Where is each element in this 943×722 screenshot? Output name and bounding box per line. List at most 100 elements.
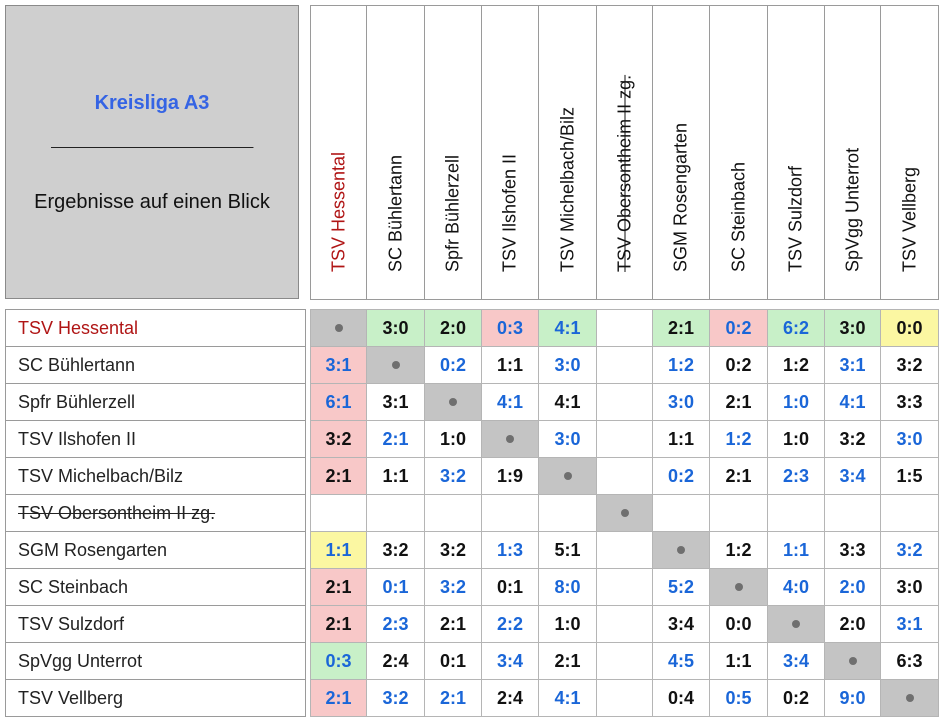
column-header: TSV Ilshofen II	[481, 5, 539, 300]
league-title: Kreisliga A3	[94, 92, 210, 114]
result-cell: 0:0	[880, 309, 939, 347]
result-cell	[596, 642, 653, 680]
column-header: TSV Hessental	[310, 5, 367, 300]
result-cell: 4:1	[481, 383, 539, 421]
column-team-name: TSV Sulzdorf	[785, 165, 806, 272]
row-team-name: TSV Hessental	[5, 309, 306, 347]
row-team-name: SC Bühlertann	[5, 346, 306, 384]
result-cell: 1:2	[767, 346, 825, 384]
result-cell: 3:3	[880, 383, 939, 421]
diagonal-cell	[824, 642, 881, 680]
dot-icon	[334, 324, 343, 332]
dot-icon	[391, 361, 400, 369]
result-cell: 5:1	[538, 531, 597, 569]
result-cell: 0:5	[709, 679, 768, 717]
dot-icon	[734, 583, 743, 591]
result-cell: 1:5	[880, 457, 939, 495]
result-cell: 2:1	[310, 568, 367, 606]
result-cell: 3:0	[880, 420, 939, 458]
dot-icon	[848, 657, 857, 665]
diagonal-cell	[596, 494, 653, 532]
row-team-name: Spfr Bühlerzell	[5, 383, 306, 421]
result-cell: 1:2	[652, 346, 710, 384]
result-cell: 2:4	[481, 679, 539, 717]
column-team-name: TSV Vellberg	[899, 166, 919, 272]
column-header: TSV Sulzdorf	[767, 5, 825, 300]
result-cell: 2:1	[366, 420, 425, 458]
result-cell: 0:2	[652, 457, 710, 495]
result-cell: 3:2	[880, 531, 939, 569]
column-header: TSV Michelbach/Bilz	[538, 5, 597, 300]
result-cell: 1:9	[481, 457, 539, 495]
result-cell: 2:1	[652, 309, 710, 347]
result-cell: 2:1	[424, 679, 482, 717]
row-team-name: TSV Sulzdorf	[5, 605, 306, 643]
column-header: SC Bühlertann	[366, 5, 425, 300]
result-cell: 6:2	[767, 309, 825, 347]
result-cell	[652, 494, 710, 532]
result-cell: 3:2	[366, 531, 425, 569]
result-cell	[596, 346, 653, 384]
dot-icon	[506, 435, 514, 443]
result-cell	[709, 494, 768, 532]
row-team-name: SC Steinbach	[5, 568, 306, 606]
result-cell: 4:1	[538, 383, 597, 421]
diagonal-cell	[310, 309, 367, 347]
result-cell: 1:0	[424, 420, 482, 458]
result-cell	[366, 494, 425, 532]
result-cell	[824, 494, 881, 532]
result-cell: 2:1	[709, 383, 768, 421]
result-cell: 0:4	[652, 679, 710, 717]
result-cell	[596, 309, 653, 347]
diagonal-cell	[424, 383, 482, 421]
result-cell: 2:3	[366, 605, 425, 643]
column-team-name: SC Steinbach	[728, 161, 748, 272]
result-cell: 3:0	[366, 309, 425, 347]
result-cell: 0:2	[709, 309, 768, 347]
result-cell: 0:2	[709, 346, 768, 384]
dot-icon	[620, 509, 629, 517]
result-cell: 3:0	[652, 383, 710, 421]
result-cell: 1:1	[767, 531, 825, 569]
result-cell: 0:3	[481, 309, 539, 347]
result-cell	[538, 494, 597, 532]
result-cell: 4:1	[538, 679, 597, 717]
result-cell: 2:1	[538, 642, 597, 680]
result-cell: 2:0	[824, 568, 881, 606]
row-team-name: TSV Michelbach/Bilz	[5, 457, 306, 495]
result-cell: 1:1	[709, 642, 768, 680]
result-cell	[596, 420, 653, 458]
result-cell: 6:1	[310, 383, 367, 421]
row-team-name: SpVgg Unterrot	[5, 642, 306, 680]
result-cell: 1:1	[481, 346, 539, 384]
result-cell: 4:1	[538, 309, 597, 347]
title-divider: ________________________	[51, 132, 253, 149]
result-cell: 4:1	[824, 383, 881, 421]
result-cell	[481, 494, 539, 532]
result-cell: 1:1	[652, 420, 710, 458]
result-cell: 0:0	[709, 605, 768, 643]
diagonal-cell	[709, 568, 768, 606]
result-cell: 2:2	[481, 605, 539, 643]
dot-icon	[905, 694, 914, 702]
result-cell	[310, 494, 367, 532]
row-team-name: TSV Vellberg	[5, 679, 306, 717]
result-cell: 2:1	[310, 679, 367, 717]
column-header: SGM Rosengarten	[652, 5, 710, 300]
result-cell: 1:0	[767, 420, 825, 458]
dot-icon	[563, 472, 572, 480]
column-header: SpVgg Unterrot	[824, 5, 881, 300]
result-cell: 2:3	[767, 457, 825, 495]
result-cell	[596, 383, 653, 421]
result-cell: 3:0	[538, 420, 597, 458]
result-cell: 3:2	[366, 679, 425, 717]
diagonal-cell	[366, 346, 425, 384]
result-cell: 2:1	[709, 457, 768, 495]
result-cell: 3:4	[652, 605, 710, 643]
result-cell	[596, 679, 653, 717]
result-cell: 8:0	[538, 568, 597, 606]
result-cell: 3:2	[310, 420, 367, 458]
column-team-name: Spfr Bühlerzell	[442, 154, 463, 272]
result-cell: 2:1	[310, 457, 367, 495]
column-team-name: TSV Michelbach/Bilz	[557, 106, 577, 272]
